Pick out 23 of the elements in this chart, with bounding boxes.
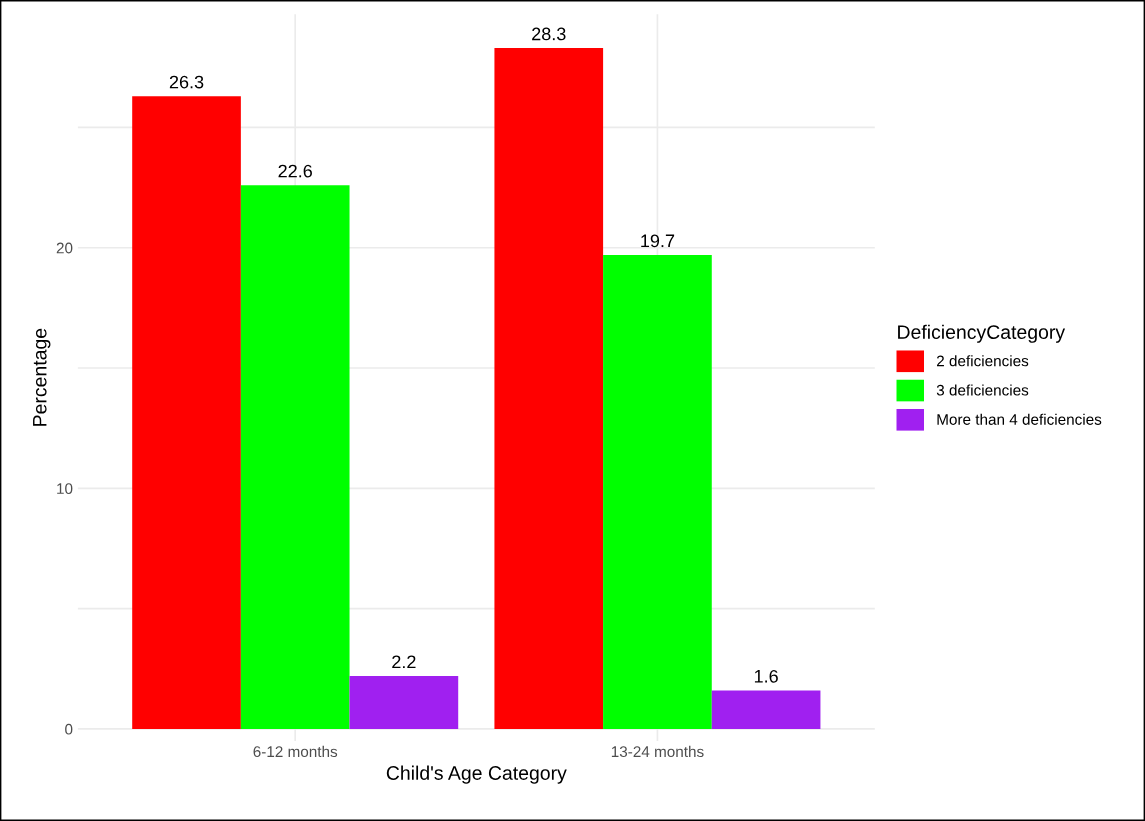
y-tick-label: 0 bbox=[65, 723, 73, 735]
bar bbox=[132, 96, 241, 729]
legend-title: DeficiencyCategory bbox=[898, 324, 1066, 343]
bar bbox=[494, 48, 604, 729]
data-label: 28.3 bbox=[532, 27, 566, 41]
x-tick-label: 13-24 months bbox=[611, 745, 704, 758]
x-axis-title: Child's Age Category bbox=[386, 765, 567, 784]
legend-label: More than 4 deficiencies bbox=[937, 413, 1102, 425]
bar bbox=[711, 690, 821, 729]
data-label: 1.6 bbox=[754, 669, 778, 683]
bar bbox=[349, 675, 459, 729]
data-label: 26.3 bbox=[169, 75, 204, 89]
legend-label: 2 deficiencies bbox=[936, 355, 1029, 367]
bar bbox=[603, 254, 712, 729]
data-label: 22.6 bbox=[278, 164, 312, 178]
y-tick-label: 20 bbox=[56, 242, 73, 254]
data-label: 19.7 bbox=[641, 234, 675, 248]
legend-label: 3 deficiencies bbox=[936, 384, 1029, 396]
bar bbox=[240, 185, 350, 729]
y-tick-label: 10 bbox=[57, 483, 73, 495]
y-axis-title: Percentage bbox=[33, 328, 51, 426]
data-label: 2.2 bbox=[392, 655, 416, 669]
x-tick-label: 6-12 months bbox=[253, 745, 338, 758]
